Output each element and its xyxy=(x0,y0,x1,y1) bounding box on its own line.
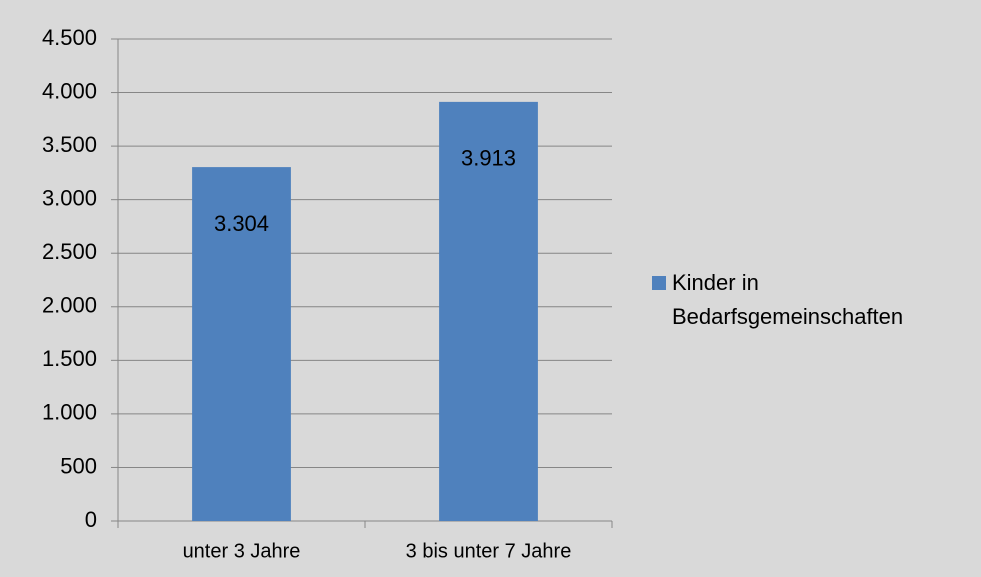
y-tick-label: 4.500 xyxy=(42,25,97,50)
legend: Kinder in Bedarfsgemeinschaften xyxy=(652,266,977,334)
legend-label: Kinder in Bedarfsgemeinschaften xyxy=(672,270,904,329)
y-tick-label: 500 xyxy=(60,453,97,478)
y-tick-label: 3.500 xyxy=(42,132,97,157)
y-tick-label: 2.500 xyxy=(42,239,97,264)
legend-swatch xyxy=(652,276,666,290)
x-tick-label: unter 3 Jahre xyxy=(183,540,301,562)
y-tick-label: 1.000 xyxy=(42,400,97,425)
y-tick-label: 1.500 xyxy=(42,346,97,371)
y-tick-label: 3.000 xyxy=(42,185,97,210)
bar xyxy=(192,167,291,521)
data-label: 3.913 xyxy=(461,146,516,171)
y-tick-label: 2.000 xyxy=(42,293,97,318)
x-tick-label: 3 bis unter 7 Jahre xyxy=(406,540,572,562)
y-tick-label: 4.000 xyxy=(42,78,97,103)
data-label: 3.304 xyxy=(214,211,269,236)
y-tick-label: 0 xyxy=(85,507,97,532)
bar xyxy=(439,101,538,522)
